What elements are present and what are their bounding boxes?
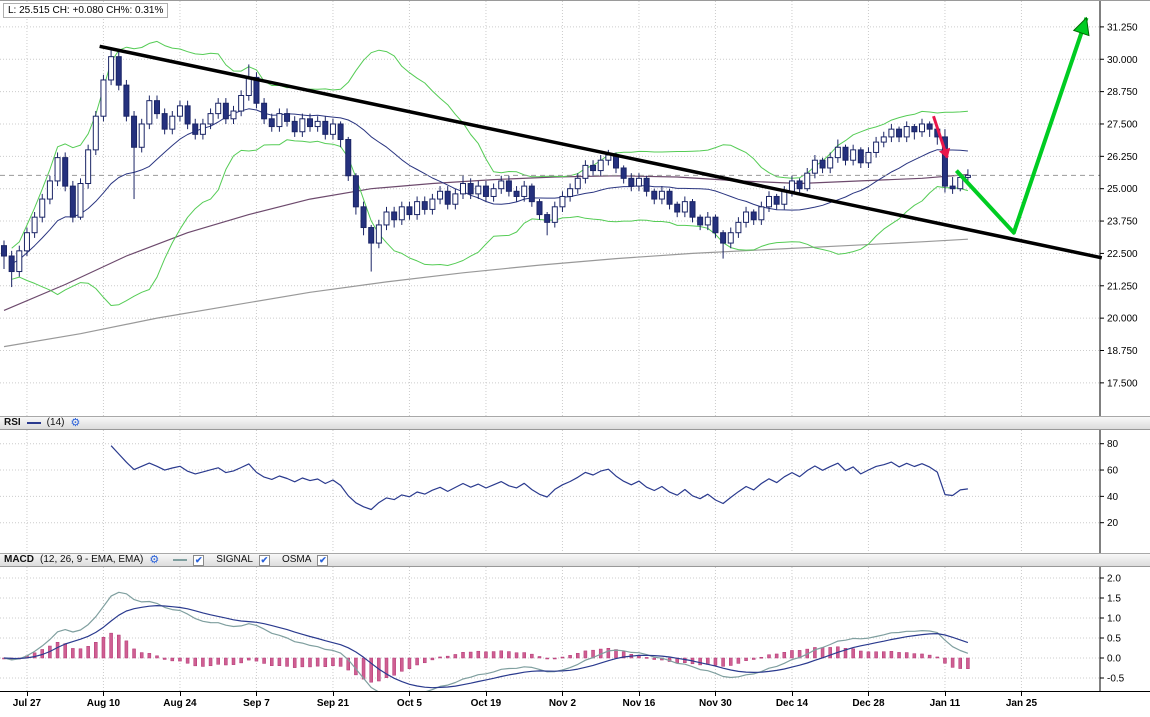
time-axis-tick: [256, 692, 258, 696]
time-axis-label: Aug 10: [86, 698, 121, 709]
rsi-panel-header: RSI (14) ⚙: [0, 416, 1150, 430]
svg-text:20.000: 20.000: [1107, 314, 1138, 325]
time-axis-label: Jan 25: [1005, 698, 1038, 709]
macd-panel-header: MACD (12, 26, 9 - EMA, EMA) ⚙ ✔ SIGNAL ✔…: [0, 553, 1150, 567]
time-axis: Jul 27 Aug 10 Aug 24 Sep 7 Sep 21 Oct 5 Oct 19…: [0, 691, 1150, 717]
trendline: [99, 44, 1103, 260]
time-axis-label: Sep 7: [243, 698, 270, 709]
sma-line: [11, 108, 968, 265]
time-axis-tick: [944, 692, 946, 696]
time-axis-tick: [868, 692, 870, 696]
time-axis-label: Dec 14: [775, 698, 809, 709]
time-axis-label: Sep 21: [316, 698, 350, 709]
svg-text:1.0: 1.0: [1107, 614, 1121, 625]
svg-text:23.750: 23.750: [1107, 217, 1138, 228]
macd-gridlines: [0, 577, 1100, 679]
svg-text:80: 80: [1107, 439, 1119, 450]
svg-text:17.500: 17.500: [1107, 378, 1138, 389]
time-axis-tick: [1021, 692, 1023, 696]
time-axis-label: Aug 24: [163, 698, 197, 709]
svg-text:1.5: 1.5: [1107, 594, 1121, 605]
bollinger-upper-line: [11, 40, 968, 249]
macd-chart-canvas[interactable]: 2.0 1.5 1.0 0.5 0.0 -0.5: [0, 567, 1150, 691]
value-axis: 31.250 30.000 28.750 27.500 26.250 25.000 23.7…: [1099, 1, 1138, 416]
signal-line: [3, 605, 969, 689]
rsi-line-swatch: [26, 422, 41, 424]
time-axis-tick: [715, 692, 717, 696]
candles-layer: [1, 47, 971, 288]
price-gridlines: [0, 26, 1100, 384]
svg-text:0.5: 0.5: [1107, 634, 1121, 645]
time-axis-label: Jul 27: [12, 698, 42, 709]
price-chart-canvas[interactable]: 31.250 30.000 28.750 27.500 26.250 25.000 23.7…: [0, 1, 1150, 416]
svg-text:22.500: 22.500: [1107, 249, 1138, 260]
svg-text:20: 20: [1107, 518, 1119, 529]
time-axis-label: Oct 19: [470, 698, 502, 709]
osma-visibility-checkbox[interactable]: ✔: [317, 554, 329, 566]
time-axis-tick: [103, 692, 105, 696]
svg-text:25.000: 25.000: [1107, 184, 1138, 195]
macd-settings-icon[interactable]: ⚙: [149, 553, 160, 566]
rsi-params: (14): [46, 417, 65, 428]
svg-text:2.0: 2.0: [1107, 574, 1121, 585]
bollinger-lower-line: [11, 139, 969, 306]
time-axis-tick: [791, 692, 793, 696]
macd-line: [3, 591, 969, 691]
svg-text:28.750: 28.750: [1107, 87, 1138, 98]
time-axis-label: Dec 28: [852, 698, 885, 709]
svg-text:40: 40: [1107, 492, 1119, 503]
time-axis-tick: [485, 692, 487, 696]
value-axis: 80 60 40 20: [1099, 430, 1119, 553]
time-axis-label: Jan 11: [929, 698, 961, 709]
svg-text:31.250: 31.250: [1107, 22, 1138, 33]
rsi-chart-canvas[interactable]: 80 60 40 20: [0, 430, 1150, 553]
svg-text:18.750: 18.750: [1107, 346, 1138, 357]
signal-visibility-checkbox[interactable]: ✔: [258, 554, 270, 566]
svg-text:21.250: 21.250: [1107, 281, 1138, 292]
svg-text:60: 60: [1107, 466, 1119, 477]
rsi-line: [110, 445, 968, 511]
medium-term-ma-line: [3, 173, 968, 311]
rsi-panel-title: RSI: [4, 417, 21, 428]
time-axis-tick: [562, 692, 564, 696]
svg-text:26.250: 26.250: [1107, 152, 1138, 163]
time-axis-tick: [332, 692, 334, 696]
svg-text:0.0: 0.0: [1107, 654, 1121, 665]
time-axis-tick: [409, 692, 411, 696]
macd-line-swatch: [173, 559, 188, 561]
macd-legend-osma: OSMA: [281, 554, 312, 565]
time-axis-tick: [26, 692, 28, 696]
macd-panel-title: MACD: [4, 554, 34, 565]
macd-params: (12, 26, 9 - EMA, EMA): [40, 554, 144, 565]
time-axis-tick: [638, 692, 640, 696]
svg-text:-0.5: -0.5: [1107, 674, 1125, 685]
time-axis-tick: [179, 692, 181, 696]
rsi-settings-icon[interactable]: ⚙: [70, 416, 81, 429]
time-axis-label: Oct 5: [396, 698, 422, 709]
time-axis-label: Nov 2: [548, 698, 577, 709]
macd-legend-signal: SIGNAL: [216, 554, 253, 565]
svg-text:27.500: 27.500: [1107, 119, 1138, 130]
drop-arrow: [932, 115, 951, 159]
rsi-gridlines: [0, 443, 1100, 524]
long-term-ma-line: [3, 238, 968, 348]
svg-text:30.000: 30.000: [1107, 55, 1138, 66]
macd-visibility-checkbox[interactable]: ✔: [193, 554, 205, 566]
quote-summary: L: 25.515 CH: +0.080 CH%: 0.31%: [3, 3, 169, 18]
value-axis: 2.0 1.5 1.0 0.5 0.0 -0.5: [1099, 567, 1125, 691]
time-axis-label: Nov 30: [699, 698, 732, 709]
forecast-arrow: [954, 16, 1090, 235]
time-axis-label: Nov 16: [622, 698, 656, 709]
vertical-gridlines: [26, 430, 1022, 553]
